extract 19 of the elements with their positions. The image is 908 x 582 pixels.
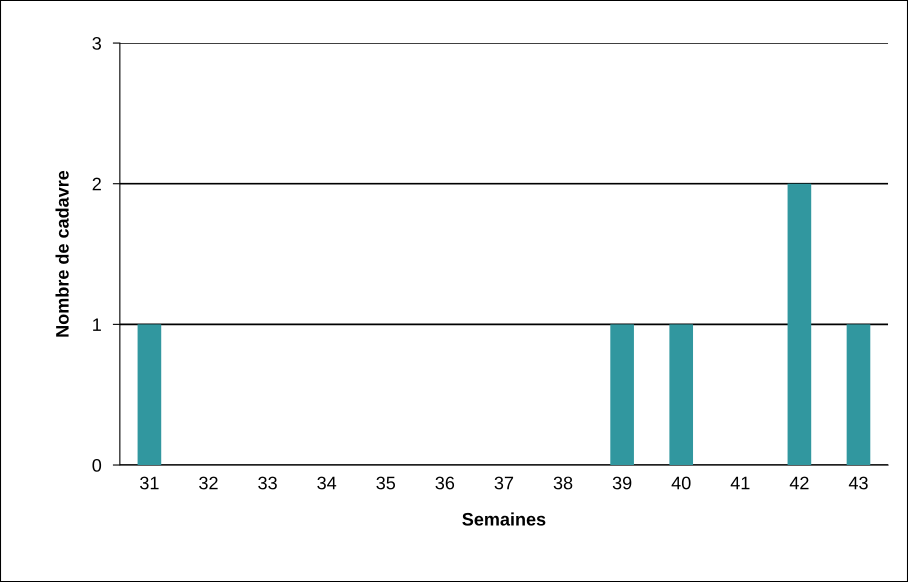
x-tick-label: 32 <box>199 476 218 490</box>
x-tick-label: 35 <box>376 476 396 490</box>
x-tick-label: 34 <box>317 476 336 490</box>
x-tick-label: 33 <box>258 476 277 490</box>
x-axis-title: Semaines <box>462 512 546 526</box>
y-tick-label: 2 <box>92 178 101 190</box>
x-tick-label: 42 <box>790 476 809 490</box>
x-tick-label: 40 <box>672 476 691 490</box>
y-tick-label: 3 <box>92 37 102 50</box>
x-tick-label: 39 <box>612 476 632 490</box>
y-tick-label: 0 <box>92 458 102 472</box>
x-tick-label: 38 <box>554 476 572 490</box>
y-axis-title: Nombre de cadavre <box>55 170 69 337</box>
x-tick-label: 36 <box>436 476 454 490</box>
x-tick-label: 41 <box>730 476 750 490</box>
x-tick-label: 31 <box>140 476 159 490</box>
x-tick-label: 43 <box>848 476 868 490</box>
y-tick-label: 1 <box>93 318 101 331</box>
x-tick-label: 37 <box>494 476 514 490</box>
